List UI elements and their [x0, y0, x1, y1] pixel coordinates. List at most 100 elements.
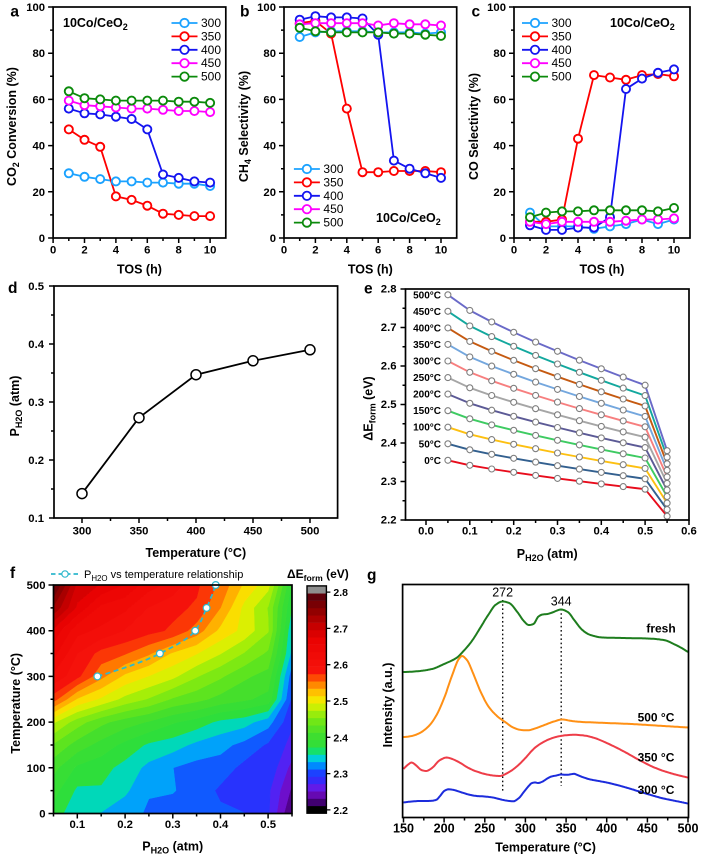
svg-text:20: 20 — [33, 187, 46, 199]
svg-text:80: 80 — [33, 48, 46, 60]
svg-text:8: 8 — [176, 245, 182, 257]
svg-text:a: a — [10, 4, 19, 21]
svg-text:0.5: 0.5 — [28, 281, 44, 293]
svg-text:6: 6 — [375, 245, 381, 257]
svg-text:4: 4 — [575, 245, 582, 257]
svg-text:0.3: 0.3 — [550, 526, 566, 538]
svg-text:TOS (h): TOS (h) — [117, 263, 162, 277]
svg-text:0: 0 — [270, 233, 276, 245]
svg-text:150: 150 — [393, 822, 414, 836]
svg-text:2.7: 2.7 — [381, 322, 397, 334]
svg-text:e: e — [364, 281, 373, 298]
svg-text:2.2: 2.2 — [381, 515, 397, 527]
svg-text:0.4: 0.4 — [593, 526, 609, 538]
svg-text:2.3: 2.3 — [381, 476, 397, 488]
svg-text:CH4​ Selectivity (%): CH4​ Selectivity (%) — [237, 71, 253, 182]
svg-text:40: 40 — [493, 141, 506, 153]
svg-text:500: 500 — [323, 216, 343, 230]
svg-text:0.3: 0.3 — [165, 819, 181, 831]
svg-text:c: c — [472, 4, 481, 21]
svg-text:2.4: 2.4 — [381, 438, 397, 450]
svg-text:350 °C: 350 °C — [638, 751, 675, 765]
svg-text:0.4: 0.4 — [213, 819, 229, 831]
svg-text:400: 400 — [323, 189, 343, 203]
svg-text:PH2O​ (atm): PH2O​ (atm) — [517, 547, 578, 563]
svg-text:0: 0 — [500, 233, 506, 245]
svg-text:d: d — [8, 280, 17, 297]
svg-text:344: 344 — [551, 595, 572, 609]
svg-text:0.1: 0.1 — [462, 526, 478, 538]
svg-text:10Co/CeO2​: 10Co/CeO2​ — [63, 16, 128, 32]
svg-text:2: 2 — [543, 245, 549, 257]
svg-text:0: 0 — [511, 245, 517, 257]
svg-text:0.6: 0.6 — [681, 526, 697, 538]
svg-text:100: 100 — [257, 2, 276, 14]
svg-text:10: 10 — [204, 245, 217, 257]
svg-text:100: 100 — [487, 2, 506, 14]
svg-text:20: 20 — [493, 187, 506, 199]
svg-text:Intensity (a.u.): Intensity (a.u.) — [381, 663, 395, 748]
svg-text:300 °C: 300 °C — [638, 783, 675, 797]
svg-text:0: 0 — [39, 809, 45, 821]
svg-text:ΔEform​ (eV): ΔEform​ (eV) — [362, 376, 378, 440]
svg-text:0.1: 0.1 — [28, 513, 44, 525]
svg-text:300: 300 — [201, 16, 221, 30]
svg-text:2.5: 2.5 — [381, 399, 397, 411]
svg-text:40: 40 — [33, 141, 46, 153]
svg-text:Temperature (°C): Temperature (°C) — [9, 653, 23, 754]
svg-text:2.8: 2.8 — [381, 284, 397, 296]
svg-text:350: 350 — [323, 175, 343, 189]
svg-text:400°C: 400°C — [413, 323, 441, 334]
svg-text:PH2O​ (atm): PH2O​ (atm) — [8, 376, 24, 437]
svg-text:b: b — [240, 4, 249, 21]
svg-text:250: 250 — [474, 822, 495, 836]
svg-text:350: 350 — [201, 29, 221, 43]
svg-text:350: 350 — [556, 822, 577, 836]
svg-text:2.6: 2.6 — [333, 660, 348, 672]
svg-text:200: 200 — [434, 822, 455, 836]
svg-text:300: 300 — [552, 16, 572, 30]
svg-text:500: 500 — [552, 70, 572, 84]
svg-text:10Co/CeO2​: 10Co/CeO2​ — [376, 211, 441, 227]
svg-text:450: 450 — [201, 56, 221, 70]
svg-text:50°C: 50°C — [419, 439, 441, 450]
svg-text:80: 80 — [263, 48, 276, 60]
svg-text:300: 300 — [73, 526, 92, 538]
svg-text:272: 272 — [492, 586, 513, 600]
svg-text:60: 60 — [33, 94, 46, 106]
svg-text:20: 20 — [263, 187, 276, 199]
svg-text:0.2: 0.2 — [506, 526, 522, 538]
svg-text:500°C: 500°C — [413, 290, 441, 301]
svg-text:200: 200 — [27, 717, 46, 729]
svg-text:2.3: 2.3 — [333, 769, 348, 781]
svg-text:CO2​ Conversion (%): CO2​ Conversion (%) — [5, 67, 21, 186]
svg-text:250°C: 250°C — [413, 373, 441, 384]
svg-text:300: 300 — [27, 671, 46, 683]
svg-text:10: 10 — [435, 245, 448, 257]
svg-text:500 °C: 500 °C — [638, 711, 675, 725]
svg-text:450: 450 — [637, 822, 658, 836]
svg-text:0°C: 0°C — [424, 456, 441, 467]
svg-text:60: 60 — [493, 94, 506, 106]
svg-text:2.4: 2.4 — [333, 732, 348, 744]
svg-text:0.3: 0.3 — [28, 397, 44, 409]
svg-text:350: 350 — [552, 29, 572, 43]
svg-text:0.4: 0.4 — [28, 339, 44, 351]
svg-text:2: 2 — [81, 245, 87, 257]
svg-text:400: 400 — [201, 43, 221, 57]
svg-text:450: 450 — [552, 56, 572, 70]
svg-text:400: 400 — [552, 43, 572, 57]
svg-text:350: 350 — [130, 526, 149, 538]
svg-text:6: 6 — [144, 245, 150, 257]
svg-text:PH2O​ vs temperature relations: PH2O​ vs temperature relationship — [84, 569, 243, 583]
svg-text:400: 400 — [27, 626, 46, 638]
svg-text:150°C: 150°C — [413, 406, 441, 417]
svg-text:TOS (h): TOS (h) — [348, 263, 393, 277]
svg-text:8: 8 — [639, 245, 645, 257]
svg-text:400: 400 — [187, 526, 206, 538]
svg-text:0.5: 0.5 — [260, 819, 276, 831]
svg-text:200°C: 200°C — [413, 390, 441, 401]
svg-text:0.2: 0.2 — [117, 819, 133, 831]
svg-text:fresh: fresh — [646, 622, 675, 636]
svg-text:450: 450 — [244, 526, 263, 538]
